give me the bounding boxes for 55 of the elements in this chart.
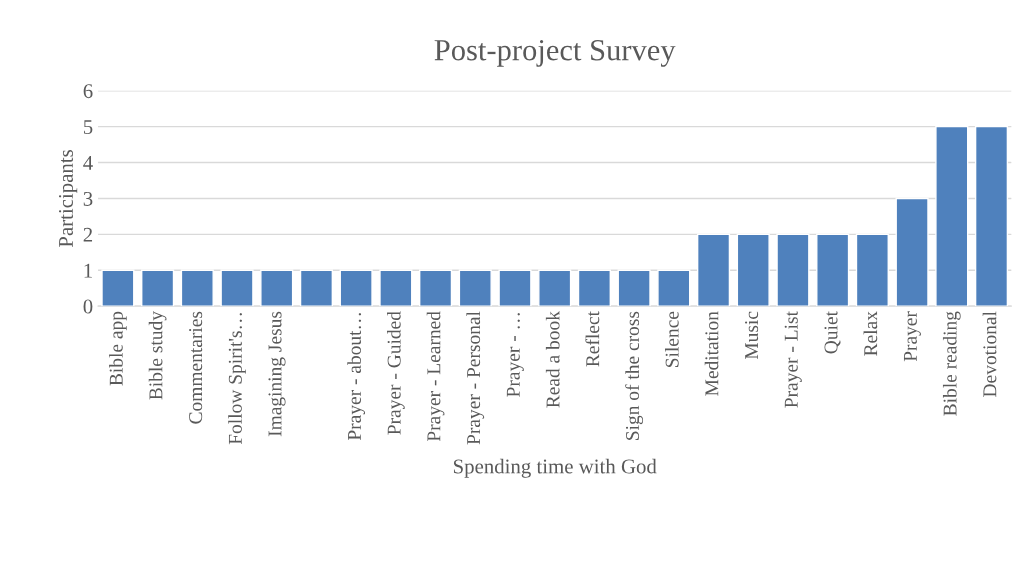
bar (339, 269, 373, 307)
y-tick-label: 4 (83, 156, 93, 170)
y-axis-title: Participants (58, 150, 78, 248)
bar (776, 233, 810, 307)
x-tick-label: Prayer - Guided (387, 311, 405, 435)
bar (538, 269, 572, 307)
x-tick-label: Prayer - List (784, 311, 802, 408)
chart-title: Post-project Survey (434, 39, 676, 67)
x-tick-label: Devotional (982, 311, 997, 397)
x-tick-label: Prayer (903, 311, 921, 362)
x-tick-label: Relax (863, 311, 878, 356)
bar (458, 269, 492, 307)
x-tick-label: Follow Spirit's… (228, 313, 246, 445)
x-tick-label: Prayer - … (506, 313, 524, 397)
y-tick-label: 3 (83, 191, 93, 206)
x-tick-label: Bible reading (942, 311, 961, 416)
bar (141, 269, 175, 307)
x-tick-label: Sign of the cross (625, 311, 644, 440)
x-axis-title: Spending time with God (453, 458, 657, 478)
x-tick-label: Quiet (824, 311, 841, 354)
bar (657, 269, 691, 307)
bar (498, 269, 532, 307)
y-tick-label: 5 (83, 120, 93, 135)
bar (816, 233, 850, 307)
y-tick-label: 2 (83, 227, 93, 242)
y-tick-label: 6 (83, 84, 93, 99)
x-tick-label: Silence (665, 311, 679, 367)
bar (736, 233, 770, 307)
bar (855, 233, 889, 307)
x-tick-label: Prayer - Personal (466, 311, 485, 445)
bar (180, 269, 214, 307)
bar (617, 269, 651, 307)
x-tick-label: Prayer - about… (347, 313, 365, 441)
bar (974, 125, 1009, 307)
bar (260, 269, 294, 307)
x-tick-label: Imagining Jesus (268, 311, 286, 437)
x-tick-label: Commentaries (189, 311, 203, 424)
y-tick-label: 1 (84, 263, 92, 278)
bar (220, 269, 254, 307)
y-tick-label: 0 (83, 299, 93, 314)
bar (299, 269, 334, 307)
x-tick-label: Prayer - Learned (426, 311, 445, 442)
bar (895, 197, 929, 307)
bar (418, 269, 453, 307)
bar (696, 233, 731, 307)
bar (379, 269, 413, 307)
x-tick-label: Bible study (148, 311, 167, 400)
x-tick-label: Bible app (109, 311, 127, 386)
x-tick-label: Reflect (585, 311, 600, 367)
bar (101, 269, 135, 307)
x-tick-label: Read a book (545, 311, 560, 408)
bar (577, 269, 611, 307)
x-tick-label: Meditation (704, 311, 719, 396)
x-tick-label: Music (745, 311, 759, 360)
bar (935, 125, 969, 307)
